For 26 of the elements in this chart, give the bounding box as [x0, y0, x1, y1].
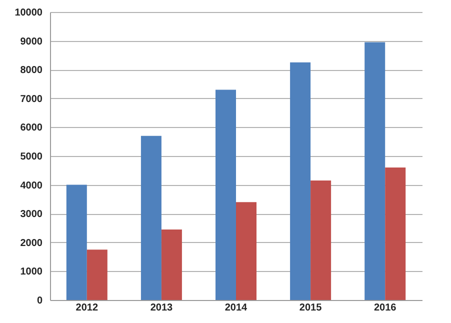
- bar: [236, 202, 256, 300]
- y-tick-label: 1000: [20, 266, 43, 278]
- y-tick-label: 3000: [20, 209, 43, 220]
- x-tick-label: 2014: [224, 302, 248, 314]
- bar: [66, 184, 87, 300]
- bar: [310, 180, 332, 300]
- x-tick-label: 2012: [76, 302, 98, 314]
- y-tick-label: 2000: [20, 238, 43, 249]
- bar: [216, 90, 236, 300]
- bar: [364, 42, 386, 300]
- y-tick-label: 0: [36, 296, 43, 306]
- y-tick-label: 10000: [14, 8, 43, 18]
- bar: [161, 229, 182, 300]
- y-tick-label: 9000: [20, 36, 43, 48]
- x-tick-label: 2013: [150, 302, 174, 314]
- y-tick-label: 4000: [20, 180, 43, 192]
- bar: [385, 168, 406, 300]
- x-tick-label: 2015: [299, 302, 322, 314]
- y-tick-label: 7000: [20, 94, 43, 105]
- x-tick-label: 2016: [374, 302, 397, 314]
- bar: [86, 250, 108, 300]
- bar: [290, 62, 311, 300]
- y-tick-label: 6000: [20, 122, 43, 134]
- y-tick-label: 8000: [20, 65, 43, 76]
- y-tick-label: 5000: [20, 152, 43, 162]
- bar: [140, 136, 162, 300]
